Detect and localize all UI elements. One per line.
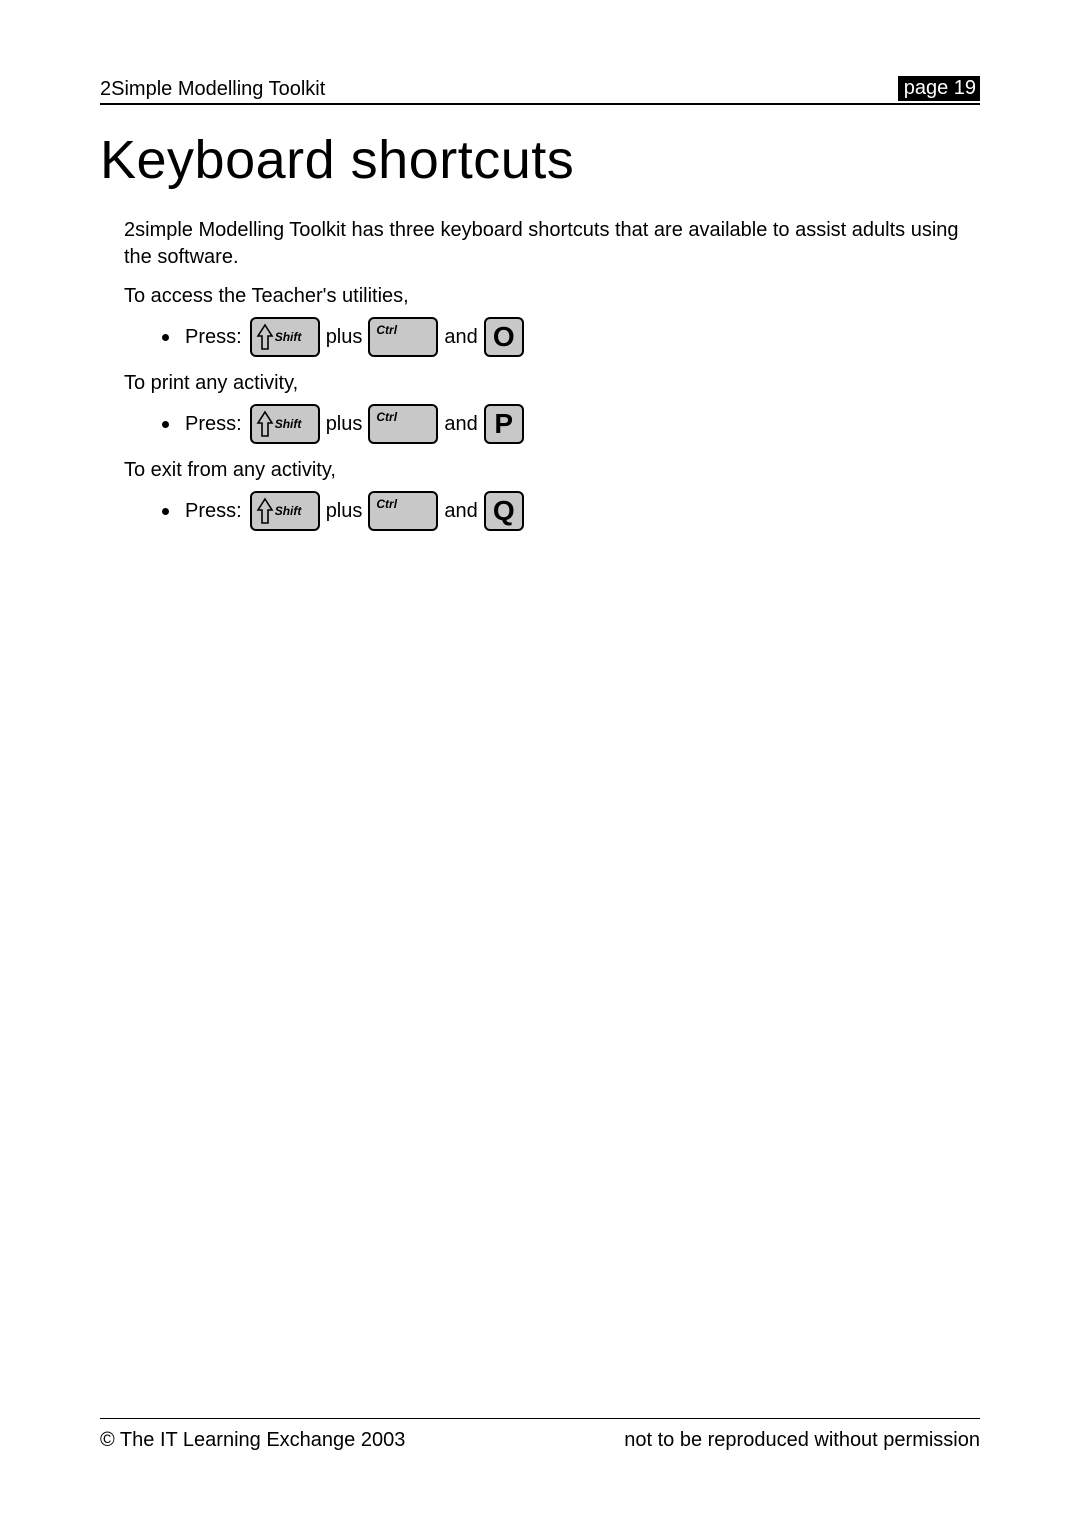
section-lead: To exit from any activity,	[124, 459, 980, 482]
shift-key-icon: Shift	[250, 491, 320, 531]
shift-key-icon: Shift	[250, 317, 320, 357]
shortcut-row: Press: Shift plus Ctrl and P	[162, 401, 980, 447]
and-label: and	[444, 500, 477, 523]
letter-key-icon: P	[484, 404, 524, 444]
shift-key-icon: Shift	[250, 404, 320, 444]
intro-text: 2simple Modelling Toolkit has three keyb…	[124, 217, 970, 271]
letter-key-label: Q	[493, 495, 515, 527]
footer-note: not to be reproduced without permission	[624, 1429, 980, 1452]
plus-label: plus	[326, 326, 363, 349]
ctrl-key-label: Ctrl	[376, 497, 397, 511]
shift-key-label: Shift	[275, 504, 302, 518]
up-arrow-icon	[256, 322, 274, 352]
shortcut-row: Press: Shift plus Ctrl and O	[162, 314, 980, 360]
page-header: 2Simple Modelling Toolkit page 19	[100, 76, 980, 105]
shift-key-label: Shift	[275, 417, 302, 431]
shortcut-row: Press: Shift plus Ctrl and Q	[162, 488, 980, 534]
shift-key-label: Shift	[275, 330, 302, 344]
and-label: and	[444, 326, 477, 349]
page-footer: © The IT Learning Exchange 2003 not to b…	[100, 1418, 980, 1452]
letter-key-label: O	[493, 321, 515, 353]
plus-label: plus	[326, 500, 363, 523]
section-lead: To access the Teacher's utilities,	[124, 285, 980, 308]
letter-key-label: P	[494, 408, 513, 440]
plus-label: plus	[326, 413, 363, 436]
ctrl-key-label: Ctrl	[376, 323, 397, 337]
letter-key-icon: Q	[484, 491, 524, 531]
up-arrow-icon	[256, 496, 274, 526]
bullet-icon	[162, 334, 169, 341]
press-label: Press:	[185, 500, 242, 523]
press-label: Press:	[185, 413, 242, 436]
bullet-icon	[162, 508, 169, 515]
and-label: and	[444, 413, 477, 436]
ctrl-key-icon: Ctrl	[368, 491, 438, 531]
ctrl-key-label: Ctrl	[376, 410, 397, 424]
up-arrow-icon	[256, 409, 274, 439]
page-number-badge: page 19	[898, 76, 980, 101]
bullet-icon	[162, 421, 169, 428]
header-title: 2Simple Modelling Toolkit	[100, 78, 325, 101]
footer-copyright: © The IT Learning Exchange 2003	[100, 1429, 405, 1452]
section-lead: To print any activity,	[124, 372, 980, 395]
letter-key-icon: O	[484, 317, 524, 357]
press-label: Press:	[185, 326, 242, 349]
ctrl-key-icon: Ctrl	[368, 317, 438, 357]
ctrl-key-icon: Ctrl	[368, 404, 438, 444]
page-title: Keyboard shortcuts	[100, 129, 980, 191]
